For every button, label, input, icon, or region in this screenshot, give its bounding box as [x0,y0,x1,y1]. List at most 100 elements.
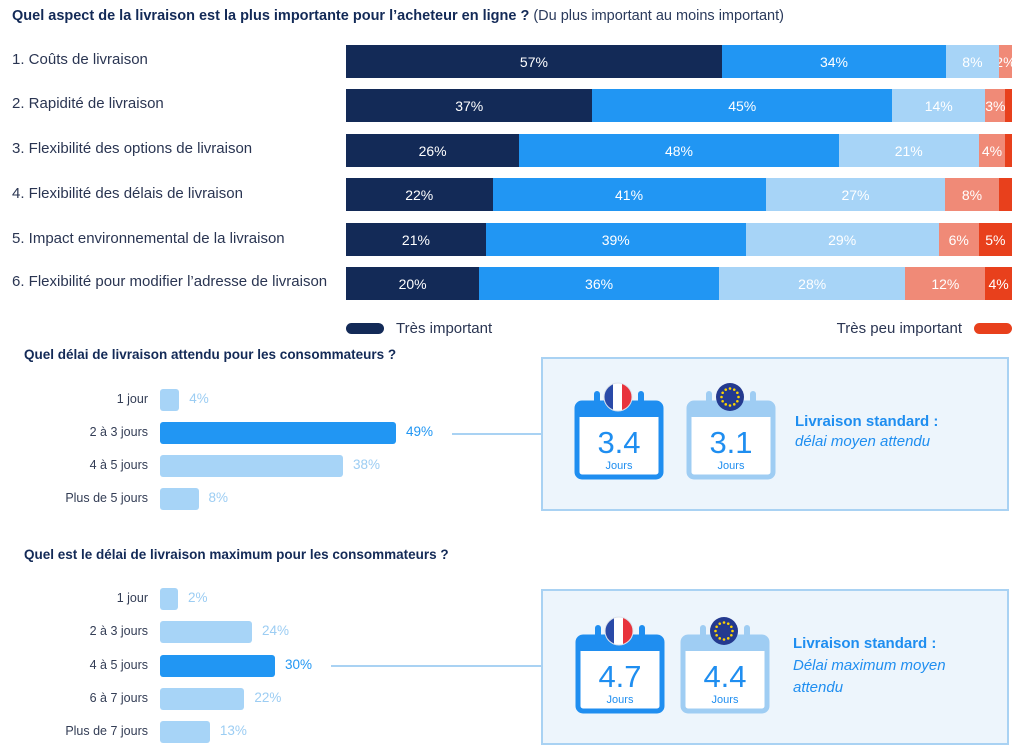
category-label: 3. Flexibilité des options de livraison [12,140,253,157]
category-label: 4 à 5 jours [89,658,148,672]
calendar-value: 4.7 [598,659,641,694]
category-label: Plus de 7 jours [65,724,148,738]
legend-left: Très important [346,320,492,337]
bar-value-label: 8% [208,490,229,505]
bar [160,588,178,610]
eu-flag-icon [716,383,744,411]
calendar-value: 3.4 [597,425,640,460]
bar [160,488,199,510]
bar-segment: 4% [978,134,1006,167]
bar-segment: 48% [519,134,839,167]
bar-segment: 21% [838,134,979,167]
bar-segment: 3% [985,89,1006,122]
category-label: 4. Flexibilité des délais de livraison [12,185,243,202]
category-label: 5. Impact environnemental de la livraiso… [12,230,285,247]
bar-value-label: 49% [406,424,434,439]
bar-segment: 5% [978,223,1012,256]
max-delay-title: Quel est le délai de livraison maximum p… [24,547,449,562]
bar-segment: 14% [892,89,986,122]
stacked-bar-row: 20% 36% 28% 12% 4% [346,267,1012,300]
bar-segment: 2% [998,45,1012,78]
bar-value-label: 2% [188,590,208,605]
connector-line-1 [452,433,542,435]
expected-delay-title: Quel délai de livraison attendu pour les… [24,347,397,362]
bar-value-label: 4% [189,391,209,406]
bar-segment: 4% [985,267,1012,300]
stacked-bar-row: 26% 48% 21% 4% [346,134,1012,167]
calendar-value: 3.1 [709,425,752,460]
bar-segment: 36% [479,267,719,300]
info-box-heading: Livraison standard : [793,635,937,652]
category-label: 6. Flexibilité pour modifier l’adresse d… [12,273,328,290]
stacked-bar-row: 57%34%8%2% [346,45,1012,78]
legend-label-very-unimportant: Très peu important [836,320,962,337]
bar-segment: 37% [346,89,593,122]
bar-segment: 41% [492,178,766,211]
category-label: 1 jour [116,392,148,406]
category-label: Plus de 5 jours [65,491,148,505]
bar [160,621,252,643]
category-label: 1. Coûts de livraison [12,51,148,68]
bar-segment: 6% [938,223,979,256]
bar-segment [1005,134,1012,167]
info-box-caption: Délai maximum moyen attendu [793,657,946,696]
legend-label-very-important: Très important [396,320,493,337]
bar-segment: 27% [765,178,946,211]
calendar-france-icon: 3.4 Jours [574,381,664,486]
bar [160,389,180,411]
calendar-unit: Jours [606,460,633,472]
bar-value-label: 30% [285,657,313,672]
category-label: 4 à 5 jours [89,458,148,472]
bar-segment: 21% [346,223,486,256]
bar-value-label: 13% [219,723,247,738]
calendar-unit: Jours [718,460,745,472]
info-box-caption: délai moyen attendu [795,433,931,450]
bar [160,721,210,743]
connector-line-2 [331,665,542,667]
bar-segment: 22% [346,178,493,211]
bar-segment: 29% [745,223,939,256]
stacked-bar-row: 37% 45% 14% 3% [346,89,1012,122]
eu-flag-icon [710,617,738,645]
category-label: 2 à 3 jours [89,624,148,638]
legend-swatch-very-important [346,323,384,334]
calendar-france-icon: 4.7 Jours [575,615,665,720]
bar-segment: 45% [592,89,893,122]
calendar-value: 4.4 [703,659,746,694]
calendar-europe-icon: 4.4 Jours [680,615,770,720]
bar-segment: 34% [721,45,947,78]
legend-swatch-very-unimportant [974,323,1012,334]
bar-segment: 57% [346,45,722,78]
category-label: 1 jour [116,591,148,605]
bar-value-label: 24% [262,623,290,638]
category-label: 6 à 7 jours [89,691,148,705]
bar [160,455,344,477]
calendar-europe-icon: 3.1 Jours [686,381,776,486]
bar-value-label: 22% [254,690,282,705]
bar [160,422,396,444]
calendar-unit: Jours [712,694,739,706]
chart-title-sub: (Du plus important au moins important) [533,8,784,24]
bar-segment: 8% [946,45,999,78]
bar-segment: 12% [905,267,986,300]
stacked-bar-row: 21% 39% 29% 6% 5% [346,223,1012,256]
bar [160,688,245,710]
info-box-expected: 3.4 Jours 3.1 Jours Livraison standard : dé… [541,357,1009,511]
bar-segment: 8% [945,178,999,211]
france-flag-icon [604,616,634,646]
category-label: 2 à 3 jours [89,425,148,439]
chart-title: Quel aspect de la livraison est la plus … [12,8,784,24]
france-flag-icon [603,382,633,412]
bar-segment: 26% [346,134,520,167]
bar-segment [998,178,1012,211]
info-box-heading: Livraison standard : [795,413,939,430]
bar-segment: 20% [346,267,480,300]
bar-segment [1005,89,1012,122]
bar [160,655,275,677]
info-box-max: 4.7 Jours 4.4 Jours Livraison standard : Dé… [541,589,1009,745]
legend-right: Très peu important [837,320,1012,337]
stacked-bar-row: 22% 41% 27% 8% [346,178,1012,211]
bar-value-label: 38% [353,457,381,472]
chart-title-main: Quel aspect de la livraison est la plus … [12,8,530,24]
calendar-unit: Jours [607,694,634,706]
